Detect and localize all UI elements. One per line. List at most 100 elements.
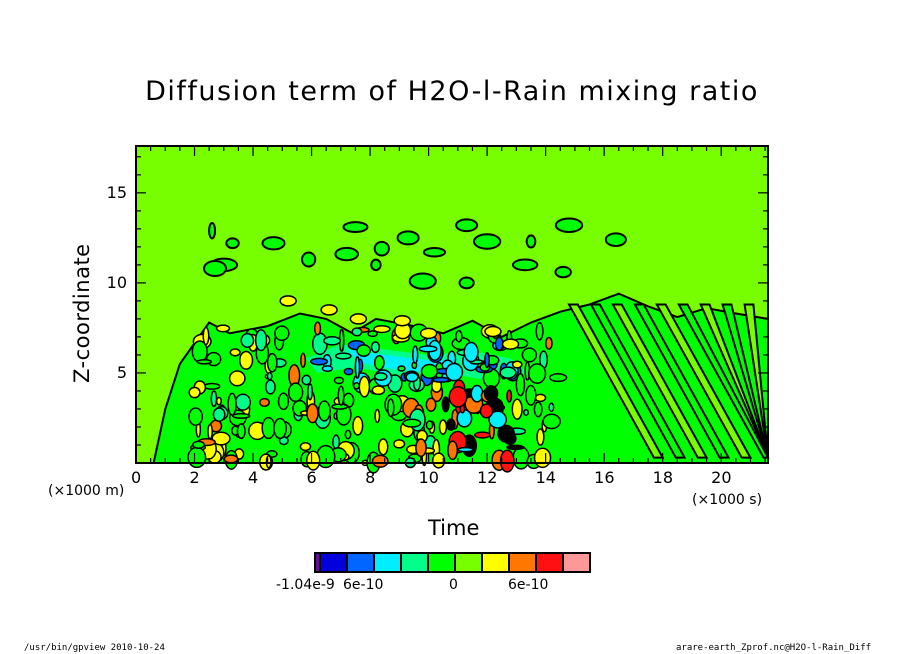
contour-cell bbox=[332, 434, 341, 450]
contour-cell bbox=[497, 424, 515, 443]
contour-cell bbox=[311, 332, 328, 356]
contour-cell bbox=[367, 330, 378, 338]
contour-cell bbox=[236, 423, 246, 440]
colorbar bbox=[314, 552, 591, 573]
x-tick-label: 2 bbox=[189, 468, 200, 487]
colorbar-swatch bbox=[346, 552, 375, 573]
contour-cell bbox=[334, 352, 352, 360]
colorbar-swatch bbox=[562, 552, 591, 573]
contour-positive-patch bbox=[320, 304, 338, 316]
contour-patch bbox=[261, 236, 286, 251]
contour-cell bbox=[527, 363, 547, 384]
contour-band bbox=[699, 303, 769, 459]
contour-cell bbox=[441, 396, 450, 413]
contour-cell bbox=[506, 389, 513, 403]
contour-cell bbox=[287, 382, 304, 403]
contour-cell bbox=[188, 386, 201, 399]
contour-patch bbox=[554, 265, 572, 279]
colorbar-swatch bbox=[535, 552, 564, 573]
contour-cell bbox=[333, 376, 345, 385]
contour-cell bbox=[457, 446, 474, 453]
colorbar-swatch bbox=[481, 552, 510, 573]
contour-cell bbox=[351, 327, 363, 337]
colorbar-swatch bbox=[427, 552, 456, 573]
contour-positive-patch bbox=[484, 325, 502, 338]
contour-cell bbox=[373, 324, 391, 334]
footer-right: arare-earth_Zprof.nc@H2O-l-Rain_Diff bbox=[676, 643, 872, 653]
contour-band bbox=[633, 303, 731, 459]
contour-patch bbox=[458, 276, 475, 290]
y-tick-label: 5 bbox=[116, 362, 127, 382]
contour-cell bbox=[425, 420, 434, 430]
x-tick-label: 6 bbox=[306, 468, 317, 487]
contour-cell bbox=[523, 408, 529, 416]
y-tick-label: 15 bbox=[106, 182, 127, 202]
contour-cell bbox=[535, 321, 544, 341]
contour-cell bbox=[352, 381, 361, 390]
plot-border bbox=[135, 145, 769, 464]
contour-cell bbox=[309, 357, 329, 366]
contour-patch bbox=[408, 272, 437, 290]
x-tick-label: 10 bbox=[418, 468, 439, 487]
contour-patch bbox=[511, 258, 539, 272]
colorbar-label: 0 bbox=[449, 577, 458, 593]
contour-patch bbox=[370, 258, 382, 272]
contour-cell bbox=[533, 447, 552, 469]
contour-cell bbox=[215, 324, 231, 333]
contour-cell bbox=[352, 415, 364, 436]
contour-cell bbox=[231, 412, 251, 419]
contour-cell bbox=[474, 431, 491, 439]
contour-cell bbox=[202, 326, 210, 346]
contour-cell bbox=[240, 332, 255, 349]
contour-cell bbox=[548, 402, 555, 413]
contour-cell bbox=[447, 440, 459, 461]
contour-cell bbox=[277, 392, 290, 411]
contour-band bbox=[721, 303, 769, 458]
contour-cell bbox=[301, 374, 312, 386]
contour-cell bbox=[223, 454, 239, 464]
contour-patch bbox=[301, 251, 317, 268]
contour-cell bbox=[402, 418, 422, 428]
contour-cell bbox=[300, 352, 307, 369]
contour-cell bbox=[273, 417, 287, 440]
contour-cell bbox=[299, 442, 312, 452]
contour-cell bbox=[415, 438, 427, 458]
contour-cell bbox=[506, 444, 525, 451]
contour-patch bbox=[455, 218, 479, 233]
contour-cell bbox=[377, 438, 389, 456]
contour-cell bbox=[306, 403, 319, 424]
contour-cell bbox=[188, 407, 204, 426]
contour-cell bbox=[258, 397, 270, 408]
x-tick-label: 0 bbox=[131, 468, 142, 487]
contour-cell bbox=[211, 431, 231, 446]
contour-cell bbox=[239, 350, 254, 370]
contour-patch bbox=[342, 221, 369, 234]
contour-cell bbox=[405, 372, 419, 383]
contour-cell bbox=[373, 355, 385, 371]
contour-patch bbox=[554, 217, 584, 234]
contour-cell bbox=[488, 410, 507, 429]
contour-cell bbox=[229, 348, 241, 357]
x-tick-label: 16 bbox=[594, 468, 615, 487]
y-unit-label: (×1000 m) bbox=[48, 483, 125, 499]
colorbar-swatch bbox=[400, 552, 429, 573]
contour-patch bbox=[604, 232, 627, 247]
contour-cell bbox=[432, 452, 446, 469]
x-tick-label: 12 bbox=[477, 468, 498, 487]
x-tick-label: 18 bbox=[652, 468, 674, 487]
contour-cell bbox=[192, 440, 206, 449]
contour-cell bbox=[536, 428, 545, 446]
contour-patch bbox=[396, 230, 420, 246]
x-unit-label: (×1000 s) bbox=[692, 492, 763, 508]
contour-cell bbox=[317, 400, 331, 422]
contour-cell bbox=[354, 356, 361, 379]
contour-cell bbox=[483, 385, 499, 402]
contour-cell bbox=[463, 341, 479, 363]
contour-cell bbox=[418, 345, 438, 353]
contour-cell bbox=[393, 439, 406, 449]
contour-band bbox=[589, 303, 687, 459]
contour-cell bbox=[448, 385, 468, 408]
contour-cell bbox=[212, 407, 226, 422]
plot-frame bbox=[135, 145, 769, 464]
